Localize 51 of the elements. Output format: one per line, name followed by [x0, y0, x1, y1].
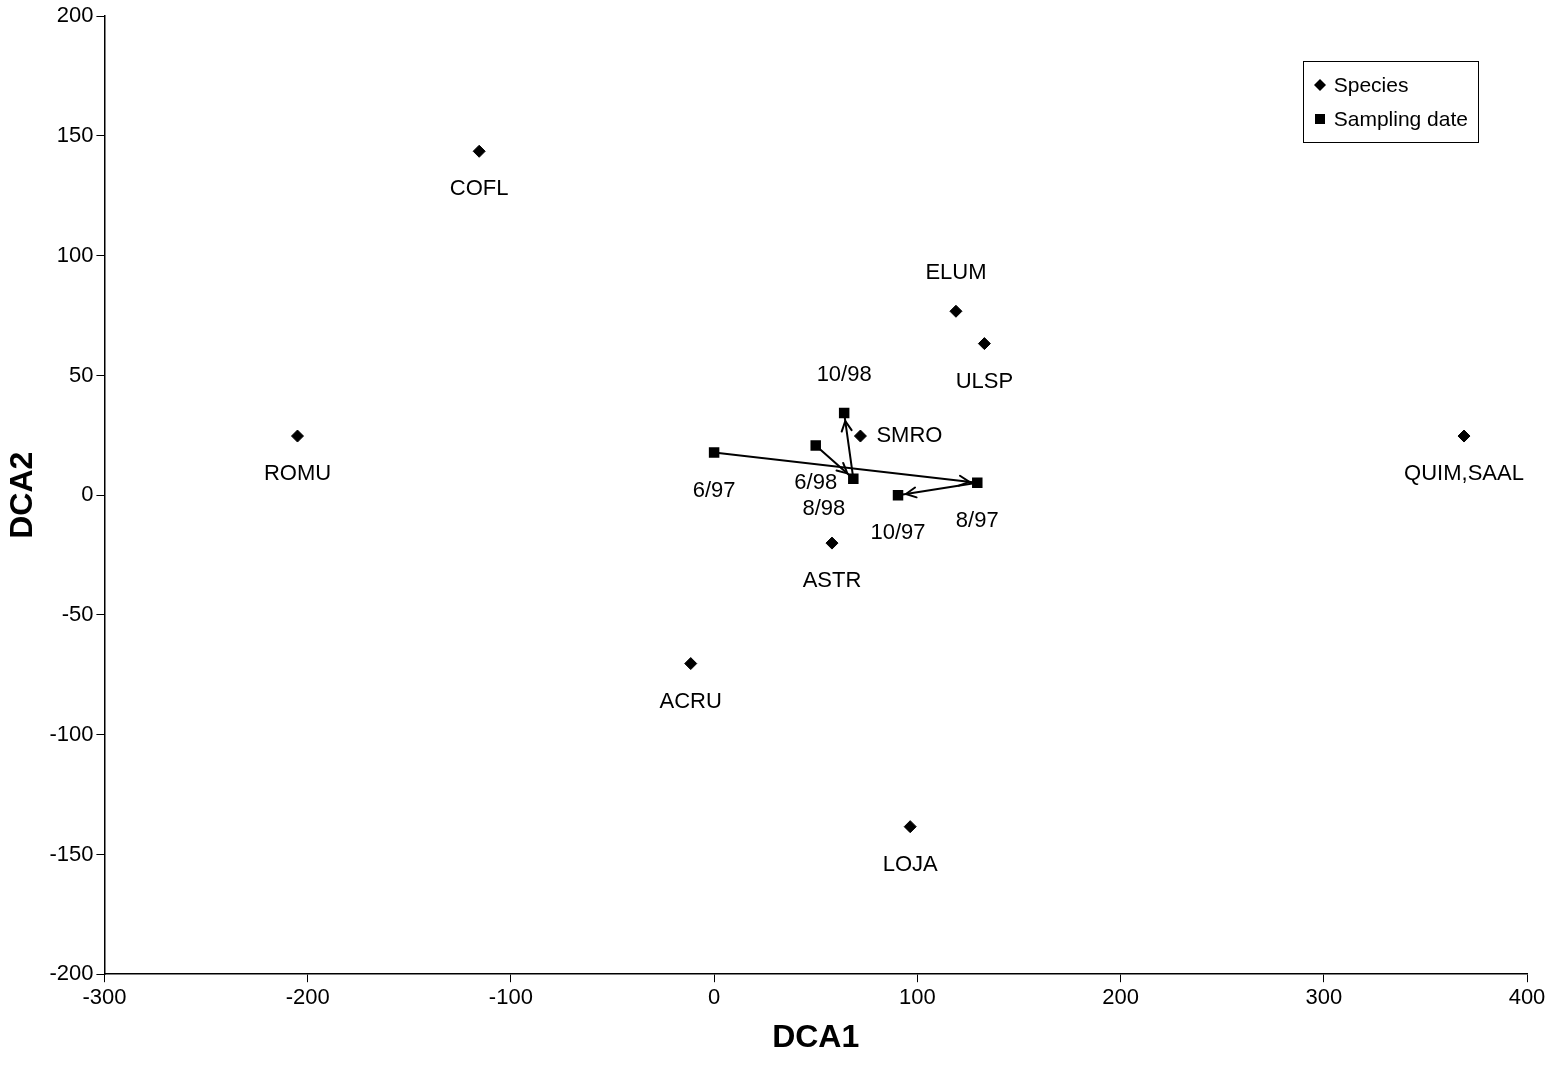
x-axis-title: DCA1	[772, 1017, 860, 1054]
point	[903, 820, 917, 834]
y-tick-label: 150	[56, 122, 94, 148]
data-label: ULSP	[955, 367, 1014, 393]
x-tick-label: -300	[82, 984, 127, 1010]
point	[708, 447, 720, 458]
point	[810, 440, 821, 451]
x-tick-label: 100	[898, 984, 936, 1010]
y-tick-label: -50	[61, 601, 94, 627]
y-tick-label: 0	[81, 481, 94, 507]
data-label: 10/98	[816, 361, 872, 387]
x-tick-label: 400	[1508, 984, 1546, 1010]
y-tick-label: 50	[68, 361, 94, 387]
point	[892, 489, 904, 501]
x-tick-label: -200	[285, 984, 330, 1010]
y-axis-title: DCA2	[3, 451, 40, 539]
x-tick-label: 0	[707, 984, 721, 1010]
data-label: ELUM	[925, 259, 987, 285]
point	[972, 477, 983, 488]
data-label: 8/97	[955, 506, 999, 532]
data-label: LOJA	[882, 850, 939, 876]
legend-label: Species	[1333, 73, 1409, 98]
y-tick-label: -100	[49, 720, 94, 746]
point	[853, 429, 867, 443]
data-label: QUIM,SAAL	[1404, 460, 1524, 486]
legend-label: Sampling date	[1333, 107, 1468, 132]
point	[848, 473, 859, 484]
point	[977, 337, 991, 351]
y-tick-label: 200	[56, 2, 94, 28]
y-tick-label: -150	[49, 840, 94, 866]
point	[684, 657, 698, 671]
data-label: 6/97	[692, 476, 736, 502]
data-label: 6/98	[794, 469, 838, 495]
data-label: 8/98	[802, 494, 846, 520]
data-label: ACRU	[659, 687, 722, 713]
point	[825, 536, 839, 550]
x-tick-label: 300	[1305, 984, 1343, 1010]
y-tick-label: 100	[56, 241, 94, 267]
point	[291, 429, 304, 443]
x-tick-label: 200	[1102, 984, 1139, 1010]
point	[472, 144, 486, 158]
data-label: ROMU	[263, 460, 332, 486]
data-label: COFL	[449, 175, 509, 201]
point	[1457, 429, 1471, 443]
data-label: 10/97	[870, 519, 926, 545]
x-tick-label: -100	[488, 984, 533, 1010]
data-label: SMRO	[876, 422, 943, 448]
y-tick-label: -200	[49, 960, 94, 986]
data-label: ASTR	[802, 567, 862, 593]
point	[838, 407, 850, 419]
point	[949, 304, 963, 318]
